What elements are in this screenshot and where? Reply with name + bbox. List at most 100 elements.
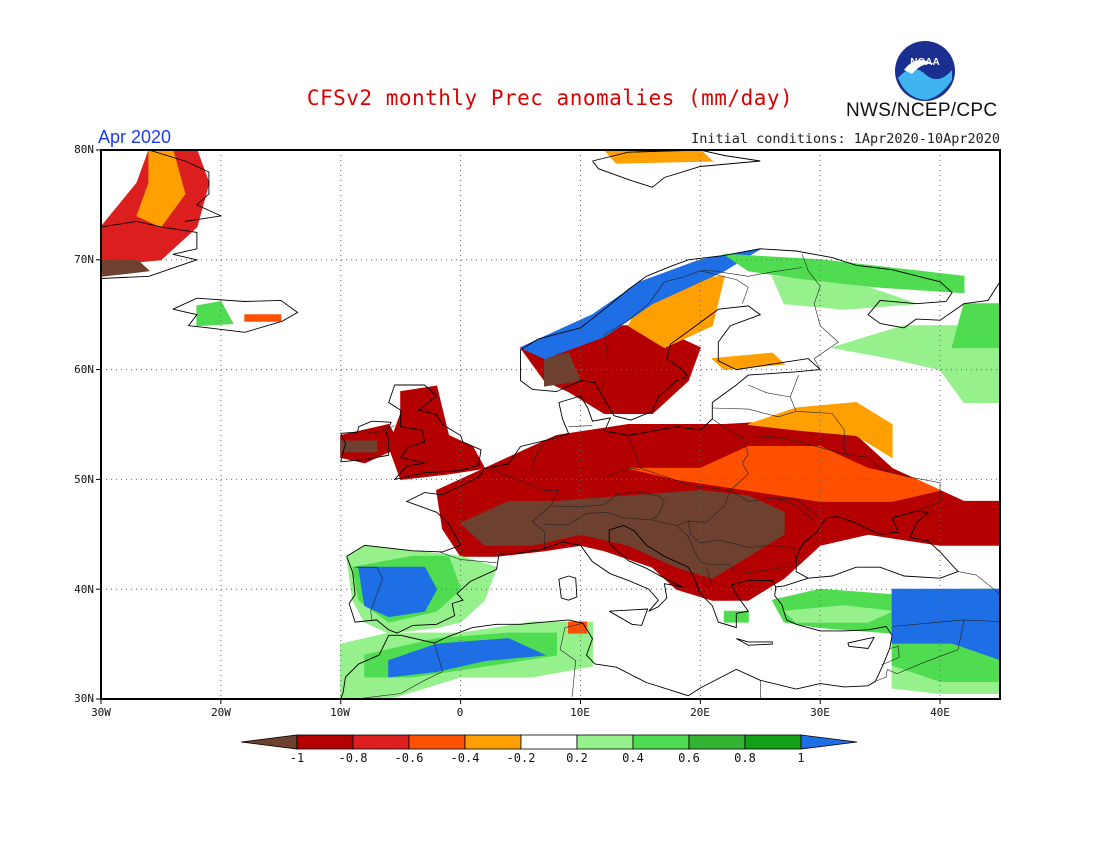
country-border [700,270,749,304]
coastline [520,248,1000,421]
coastline [101,220,199,279]
legend-tick-label: -1 [289,751,305,765]
anomaly-region-central-europe-orange [628,446,942,502]
country-border [887,619,965,675]
anomaly-region-levant-lightgreen [891,665,1000,694]
anomaly-region-britain-red [388,385,486,480]
legend-swatch [296,734,354,750]
coastline [172,297,299,333]
legend-swatch [352,734,410,750]
coastline [736,638,773,646]
country-border [801,254,839,370]
legend-swatch [744,734,802,750]
country-border [676,525,797,575]
lon-label: 20E [690,706,710,719]
lon-label: 20W [211,706,231,719]
coastline [847,636,875,649]
anomaly-regions [101,150,1000,699]
legend-swatch [408,734,466,750]
lat-label: 80N [74,143,94,156]
legend-swatch [688,734,746,750]
lon-label: 10W [330,706,350,719]
country-border [550,491,665,508]
forecast-month: Apr 2020 [98,127,172,147]
coastline [346,510,959,634]
lat-label: 70N [74,253,94,266]
country-border [559,622,583,697]
anomaly-region-iceland-red [244,314,282,322]
country-border [688,521,797,549]
lat-label: 50N [74,473,94,486]
anomaly-region-iberia-blue [358,566,438,618]
country-border [532,443,545,471]
anomaly-region-svalbard-orange [603,150,714,164]
country-border [568,425,593,427]
country-border [356,642,443,699]
coastlines [101,150,1000,699]
lat-label: 40N [74,583,94,596]
anomaly-region-iceland-green [196,300,234,327]
country-border [957,571,1000,595]
legend-tick-label: -0.8 [338,751,368,765]
country-border [606,468,641,477]
country-border [892,619,1000,627]
legend-swatch [464,734,522,750]
coastline [340,586,893,699]
country-border [730,437,749,491]
country-border [796,411,845,455]
coastline [340,420,392,463]
anomaly-region-ukraine-orange [748,401,893,459]
anomaly-region-arctic-green [722,253,965,294]
country-border [700,267,803,277]
anomaly-region-turkey-lightgreen [783,605,894,623]
country-borders [355,254,1000,699]
lat-label: 60N [74,363,94,376]
country-border [370,567,384,620]
anomaly-region-russia-green [951,303,1000,349]
anomaly-region-greenland-brown [101,259,151,277]
country-border [544,501,665,525]
country-border [706,567,713,586]
lon-label: 30E [810,706,830,719]
map-title: CFSv2 monthly Prec anomalies (mm/day) [306,86,794,110]
legend-tick-label: 1 [797,751,805,765]
anomaly-region-greenland-orange [136,150,186,228]
lon-label: 40E [930,706,950,719]
legend-tick-label: -0.4 [450,751,480,765]
map-frame [100,149,1001,700]
legend-arrow-high [800,734,858,750]
initial-conditions: Initial conditions: 1Apr2020-10Apr2020 [691,131,1000,147]
color-legend [240,734,858,750]
coastline [558,575,578,601]
legend-tick-label: 0.2 [566,751,588,765]
coastline [148,150,223,222]
country-border [490,468,560,548]
country-border [881,645,900,666]
anomaly-region-central-europe-brown [459,489,785,579]
country-border [604,270,701,359]
country-border [779,498,815,522]
anomaly-region-tunisia-red [568,621,587,634]
anomaly-region-africa-blue [388,638,547,678]
country-border [652,490,731,526]
legend-arrow-low [240,734,298,750]
legend-tick-label: 0.6 [678,751,700,765]
legend-tick-label: -0.6 [394,751,424,765]
country-border [875,669,888,682]
legend-swatch [632,734,690,750]
country-border [712,418,941,512]
coastline [388,384,482,481]
legend-swatch [576,734,634,750]
legend-swatch [520,734,578,750]
country-border [628,435,821,519]
lon-label: 0 [456,706,464,719]
lon-label: 10E [570,706,590,719]
agency-label: NWS/NCEP/CPC [846,100,998,121]
country-border [438,551,497,564]
lat-label: 30N [74,692,94,705]
coastline [346,369,821,557]
legend-tick-label: 0.4 [622,751,644,765]
country-border [601,380,605,391]
anomaly-region-ireland-brown [340,440,378,453]
lon-label: 30W [91,706,111,719]
